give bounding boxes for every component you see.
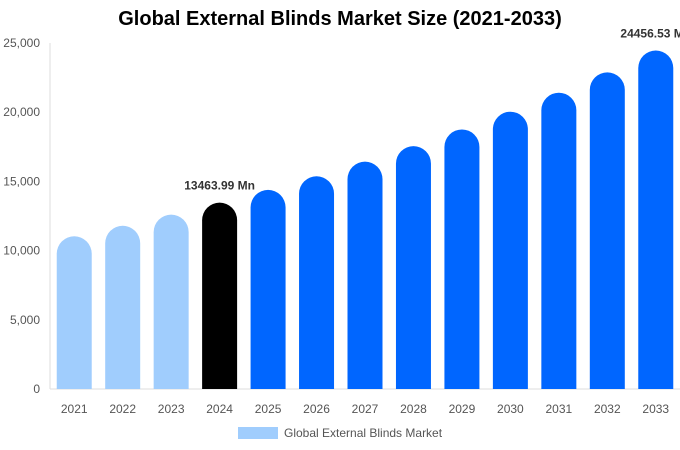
data-label-2033: 24456.53 Mn [620, 27, 680, 41]
bar-2025 [250, 189, 286, 389]
data-label-2024: 13463.99 Mn [184, 179, 255, 193]
legend-swatch [238, 427, 278, 439]
x-tick-label: 2024 [206, 402, 233, 416]
x-tick-label: 2021 [61, 402, 88, 416]
x-tick-label: 2027 [352, 402, 379, 416]
bar-2033 [638, 50, 674, 390]
x-tick-label: 2026 [303, 402, 330, 416]
x-tick-label: 2025 [255, 402, 282, 416]
bar-2021 [56, 236, 92, 389]
x-tick-label: 2023 [158, 402, 185, 416]
x-tick-label: 2033 [642, 402, 669, 416]
bar-2022 [105, 225, 141, 389]
x-tick-label: 2022 [109, 402, 136, 416]
x-tick-label: 2029 [449, 402, 476, 416]
x-tick-label: 2032 [594, 402, 621, 416]
y-tick-label: 25,000 [3, 36, 40, 50]
bar-2031 [541, 92, 577, 389]
y-tick-label: 5,000 [10, 313, 40, 327]
bar-2027 [347, 161, 383, 389]
bar-2030 [492, 111, 528, 389]
y-tick-label: 0 [33, 382, 40, 396]
chart-title: Global External Blinds Market Size (2021… [118, 8, 562, 30]
y-tick-label: 20,000 [3, 105, 40, 119]
x-tick-label: 2028 [400, 402, 427, 416]
x-tick-label: 2030 [497, 402, 524, 416]
bar-2029 [444, 129, 480, 389]
bar-2026 [299, 176, 335, 389]
y-tick-label: 15,000 [3, 174, 40, 188]
bar-2023 [153, 214, 189, 389]
legend-label: Global External Blinds Market [284, 426, 443, 440]
bar-2024 [202, 202, 238, 389]
legend: Global External Blinds Market [238, 426, 442, 440]
bar-2028 [395, 146, 431, 389]
bar-2032 [589, 72, 625, 389]
y-tick-label: 10,000 [3, 244, 40, 258]
x-tick-label: 2031 [545, 402, 572, 416]
